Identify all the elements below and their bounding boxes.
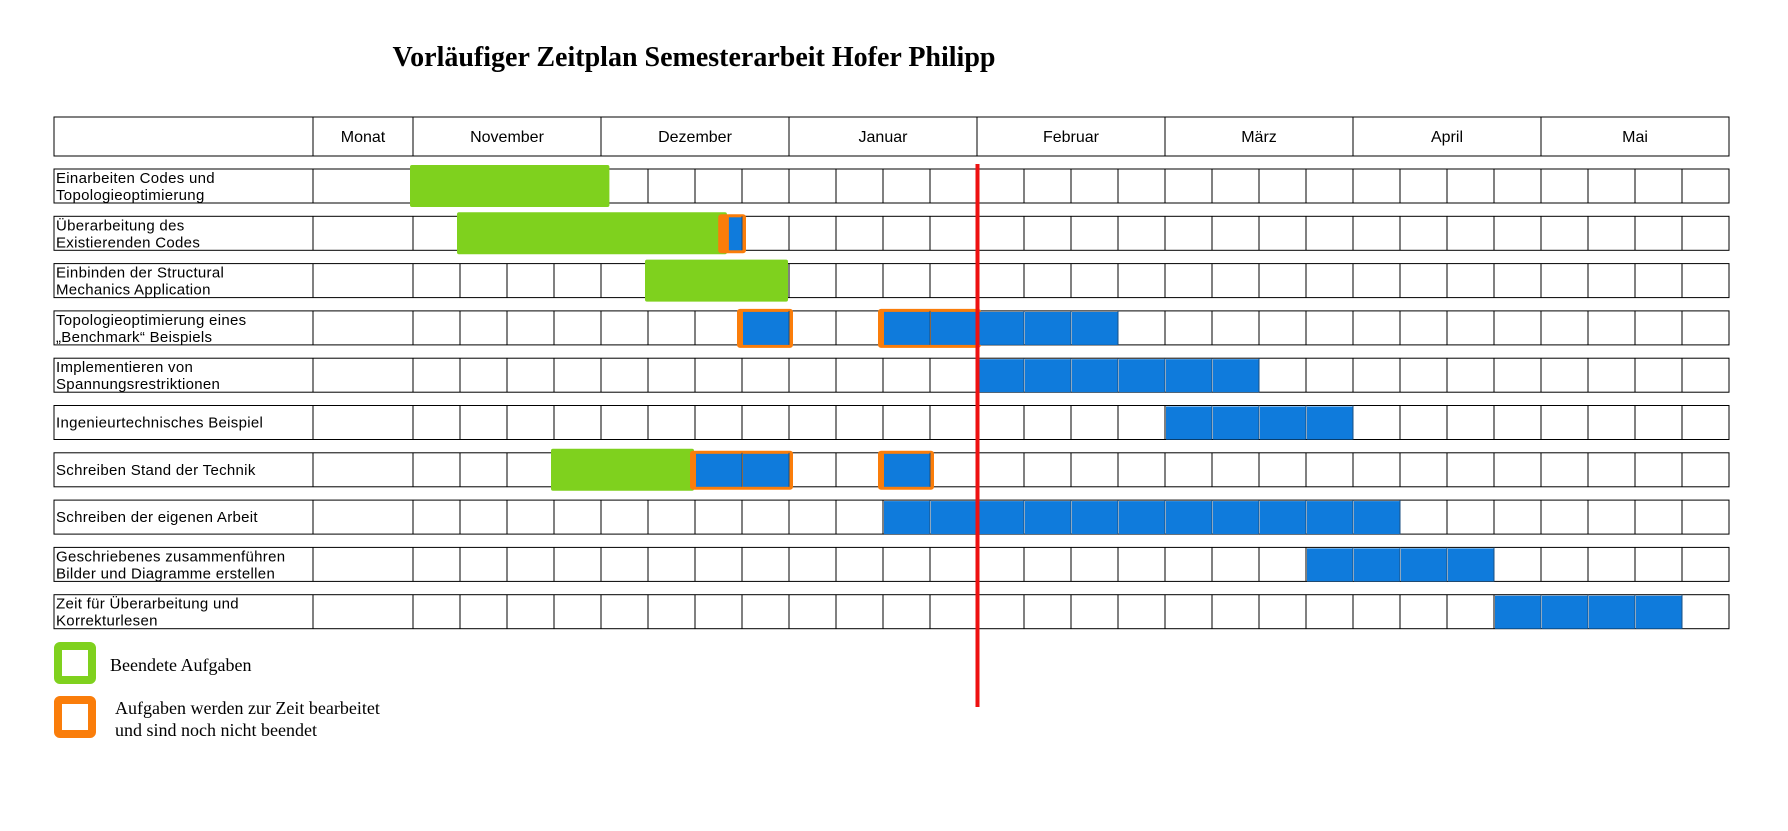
planned-bar xyxy=(1260,406,1306,440)
row-frame xyxy=(53,215,1730,251)
planned-bar xyxy=(1119,501,1165,535)
month-header: Monat November Dezember Januar Februar März Ap… xyxy=(53,116,1730,157)
finished-legend-swatch xyxy=(54,642,96,684)
planned-bar xyxy=(1072,359,1118,393)
task-label: Schreiben Stand der Technik xyxy=(56,462,256,479)
planned-bar xyxy=(743,311,789,345)
planned-bar xyxy=(1542,595,1588,629)
planned-bar xyxy=(978,501,1024,535)
task-label: Mechanics Application xyxy=(56,282,211,299)
task-label: Ingenieurtechnisches Beispiel xyxy=(56,415,263,432)
task-row: Ingenieurtechnisches Beispiel xyxy=(53,405,1730,440)
legend: Beendete Aufgaben Aufgaben werden zur Zei… xyxy=(54,642,380,740)
legend-label: Beendete Aufgaben xyxy=(110,655,251,675)
finished-bar xyxy=(645,259,788,302)
planned-bar xyxy=(1025,501,1071,535)
planned-bar xyxy=(978,359,1024,393)
planned-bar xyxy=(1307,501,1353,535)
task-label: „Benchmark“ Beispiels xyxy=(56,329,212,346)
task-label: Einarbeiten Codes und xyxy=(56,170,215,187)
task-label: Implementieren von xyxy=(56,359,193,376)
planned-bar xyxy=(1307,548,1353,582)
planned-bar xyxy=(1260,501,1306,535)
planned-bar xyxy=(1213,406,1259,440)
month-label: April xyxy=(1431,129,1463,146)
planned-bar xyxy=(884,501,930,535)
planned-bar xyxy=(1025,359,1071,393)
task-row: Topologieoptimierung eines„Benchmark“ Be… xyxy=(53,308,1730,348)
planned-bar xyxy=(1166,501,1212,535)
planned-bar xyxy=(884,453,930,487)
planned-bar xyxy=(884,311,930,345)
planned-bar xyxy=(1448,548,1494,582)
planned-bar xyxy=(978,311,1024,345)
month-label: Dezember xyxy=(658,129,732,146)
planned-bar xyxy=(1589,595,1635,629)
month-label: November xyxy=(470,129,544,146)
planned-bar xyxy=(931,311,977,345)
row-frame xyxy=(53,594,1730,630)
task-label: Einbinden der Structural xyxy=(56,265,224,282)
task-label: Überarbeitung des xyxy=(56,216,185,234)
finished-bar xyxy=(551,448,694,491)
planned-bar xyxy=(743,453,789,487)
task-row: Schreiben Stand der Technik xyxy=(53,448,1730,491)
planned-bar xyxy=(1166,406,1212,440)
row-frame xyxy=(53,168,1730,204)
planned-bar xyxy=(1213,501,1259,535)
header-frame xyxy=(53,116,1730,157)
planned-bar xyxy=(1307,406,1353,440)
planned-bar xyxy=(1166,359,1212,393)
in_progress-legend-swatch xyxy=(54,696,96,738)
month-label: Februar xyxy=(1043,129,1100,146)
task-label: Zeit für Überarbeitung und xyxy=(56,595,239,613)
task-label: Bilder und Diagramme erstellen xyxy=(56,565,275,582)
planned-bar xyxy=(931,501,977,535)
planned-bar xyxy=(728,217,742,251)
task-label: Korrekturlesen xyxy=(56,613,158,630)
planned-bar xyxy=(1354,501,1400,535)
month-label: Januar xyxy=(859,129,909,146)
month-label: März xyxy=(1241,129,1277,146)
planned-bar xyxy=(1213,359,1259,393)
task-label: Topologieoptimierung eines xyxy=(56,312,246,329)
planned-bar xyxy=(1119,359,1165,393)
planned-bar xyxy=(696,453,742,487)
task-label: Existierenden Codes xyxy=(56,234,200,251)
finished-bar xyxy=(457,212,727,255)
task-rows: Einarbeiten Codes undTopologieoptimierun… xyxy=(53,165,1730,630)
monat-header: Monat xyxy=(341,129,386,146)
row-frame xyxy=(53,357,1730,393)
chart-title: Vorläufiger Zeitplan Semesterarbeit Hofe… xyxy=(393,42,996,73)
row-frame xyxy=(53,263,1730,299)
planned-bar xyxy=(1072,311,1118,345)
month-label: Mai xyxy=(1622,129,1648,146)
task-label: Geschriebenes zusammenführen xyxy=(56,548,285,565)
planned-bar xyxy=(1072,501,1118,535)
legend-label: Aufgaben werden zur Zeit bearbeitet xyxy=(115,698,380,718)
planned-bar xyxy=(1401,548,1447,582)
planned-bar xyxy=(1636,595,1682,629)
task-row: Einarbeiten Codes undTopologieoptimierun… xyxy=(53,165,1730,207)
planned-bar xyxy=(1025,311,1071,345)
legend-label: und sind noch nicht beendet xyxy=(115,720,317,740)
row-frame xyxy=(53,405,1730,440)
task-label: Spannungsrestriktionen xyxy=(56,376,220,393)
task-label: Schreiben der eigenen Arbeit xyxy=(56,509,258,526)
planned-bar xyxy=(1495,595,1541,629)
task-label: Topologieoptimierung xyxy=(56,187,205,204)
finished-bar xyxy=(410,165,610,207)
planned-bar xyxy=(1354,548,1400,582)
task-row: Schreiben der eigenen Arbeit xyxy=(53,499,1730,535)
